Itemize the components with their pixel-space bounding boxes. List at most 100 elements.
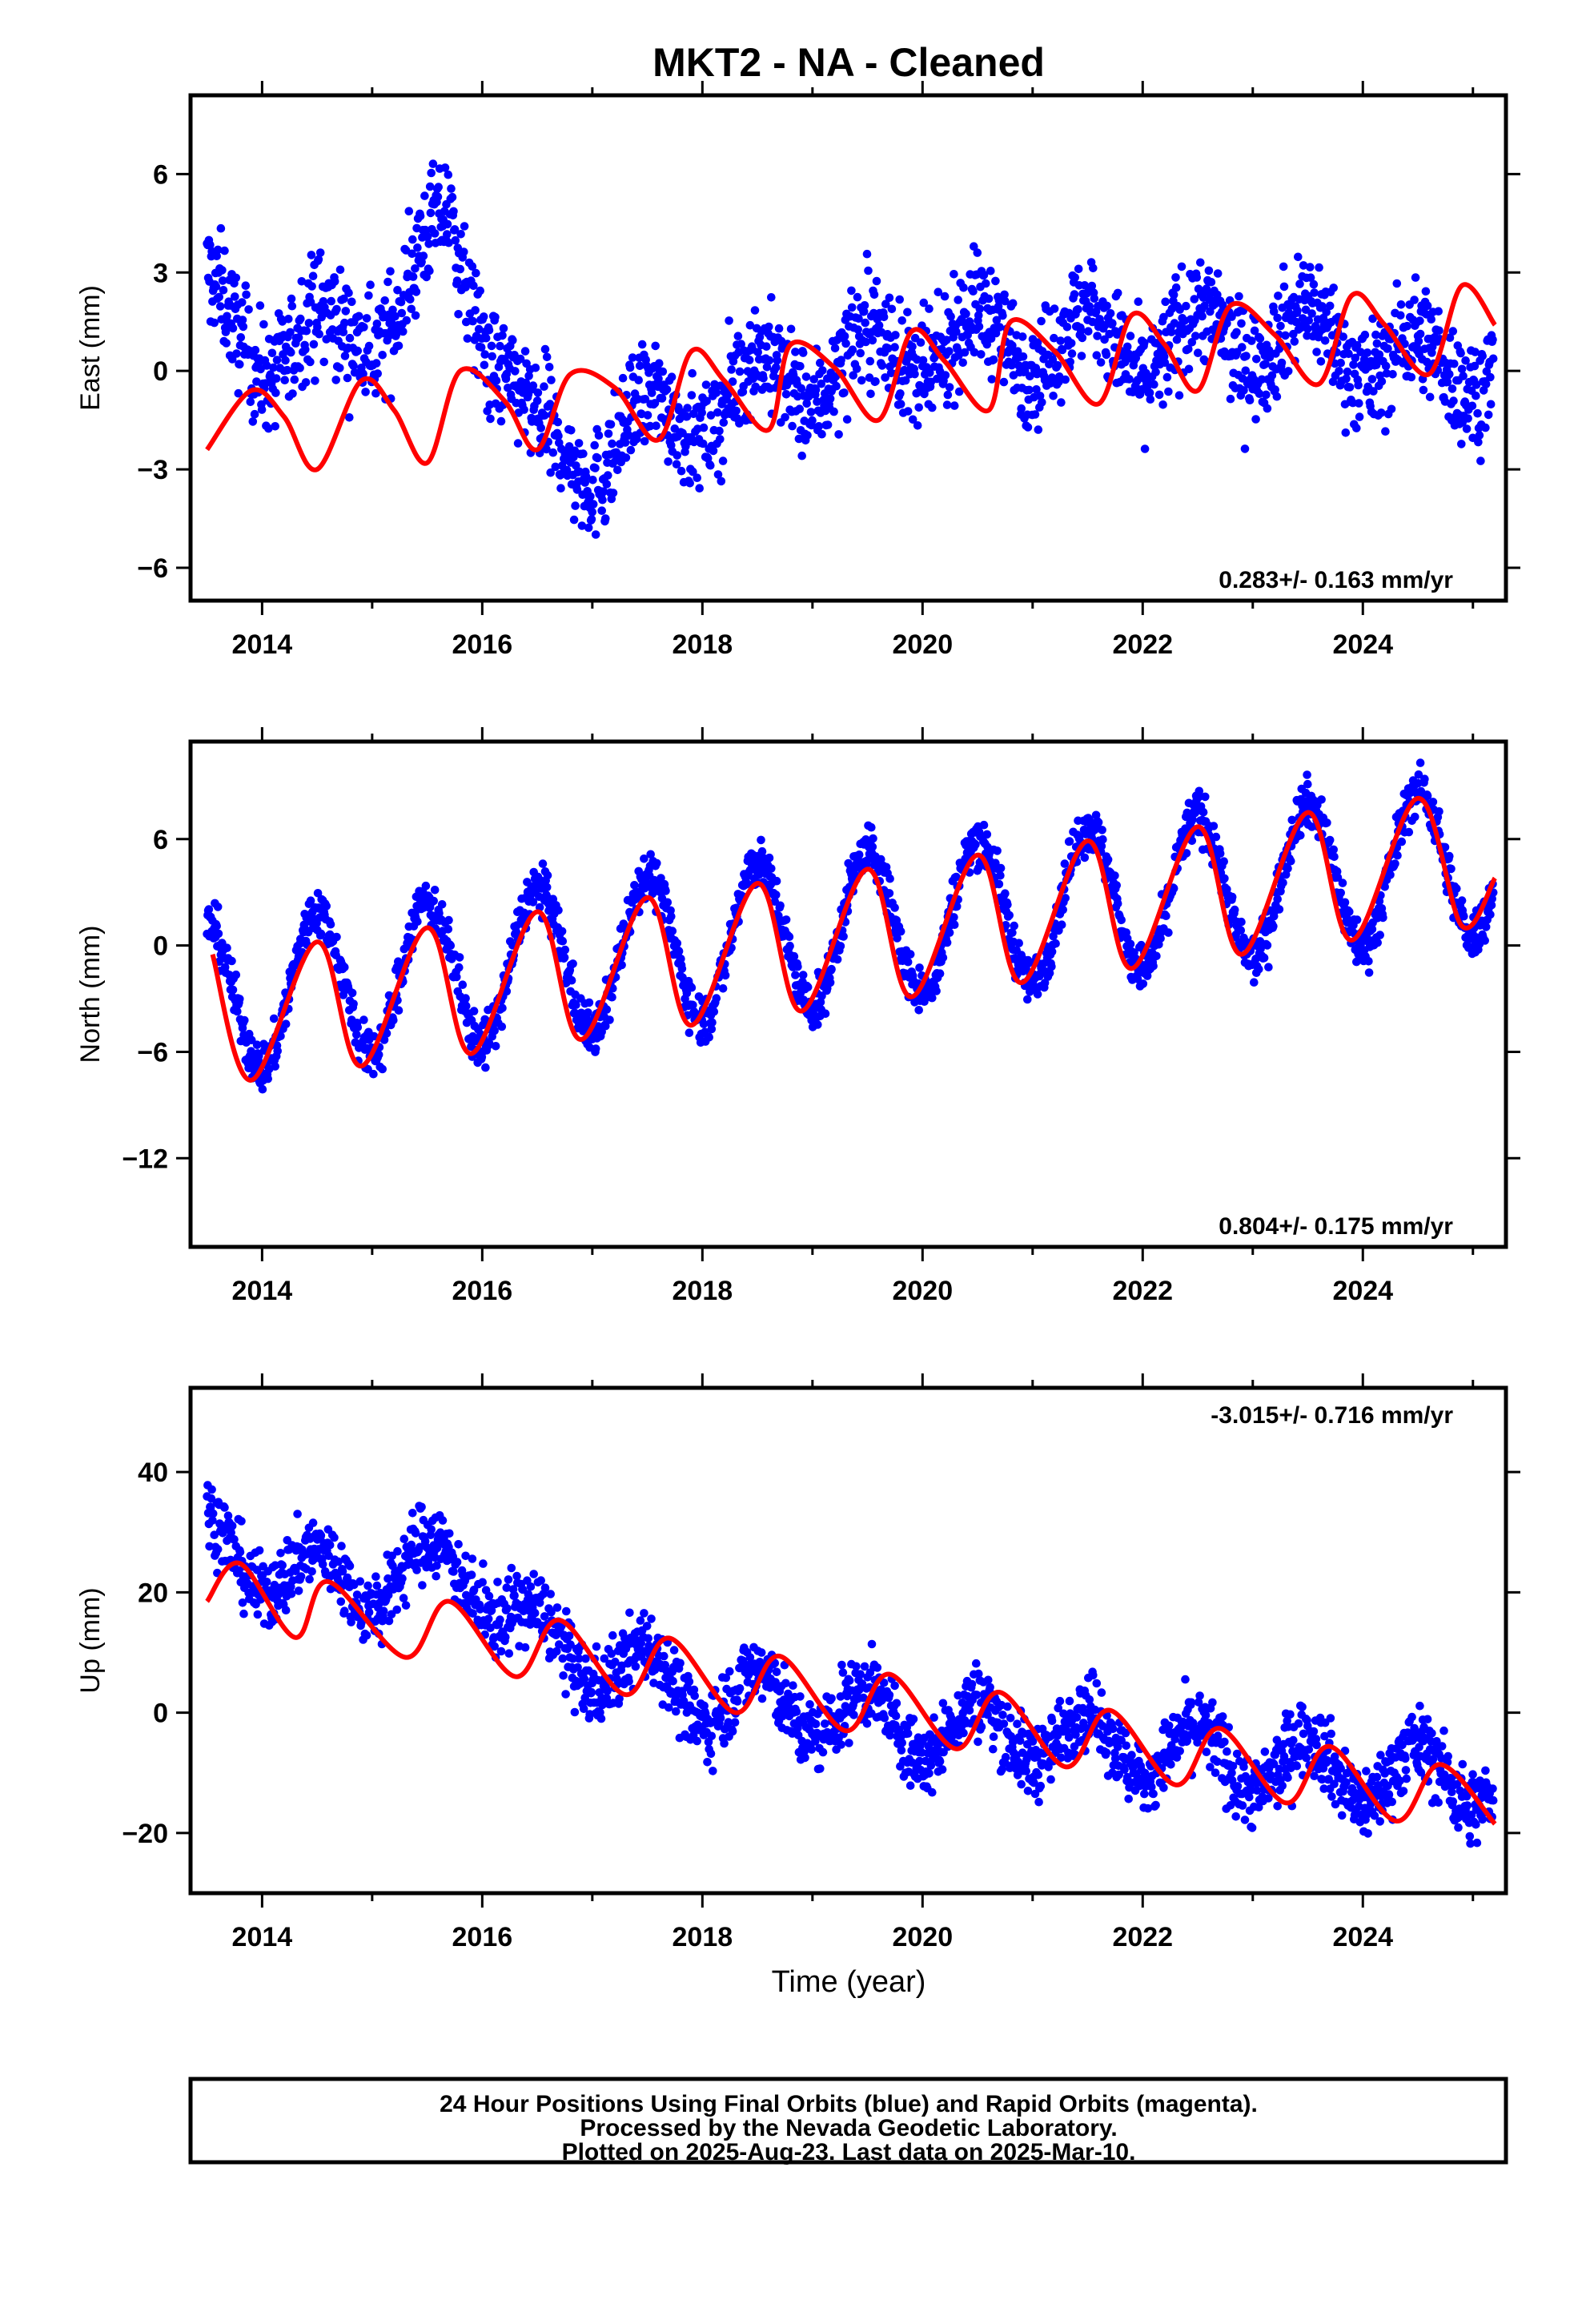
- east-point-1220: [973, 248, 982, 257]
- east-point-52: [234, 388, 243, 398]
- north-point-1179: [950, 920, 959, 929]
- north-point-1690: [1275, 905, 1284, 914]
- north-point-1573: [1201, 792, 1210, 802]
- east-point-626: [598, 495, 607, 505]
- east-point-1099: [897, 316, 906, 325]
- up-point-310: [399, 1594, 408, 1602]
- east-point-1534: [1172, 335, 1182, 344]
- east-point-1096: [896, 389, 905, 398]
- east-point-1877: [1388, 370, 1397, 379]
- east-point-1756: [1312, 348, 1321, 356]
- north-point-1411: [1097, 842, 1106, 850]
- up-point-196: [324, 1551, 334, 1560]
- north-point-18: [214, 929, 223, 939]
- east-point-1512: [1159, 312, 1168, 322]
- up-point-699: [647, 1614, 656, 1623]
- east-point-1701: [1277, 358, 1287, 368]
- east-point-308: [396, 297, 406, 307]
- east-point-967: [813, 397, 821, 406]
- east-point-1847: [1369, 387, 1378, 396]
- east-point-304: [394, 341, 404, 351]
- north-point-237: [352, 1030, 361, 1039]
- east-point-368: [434, 183, 443, 191]
- east-point-818: [719, 418, 729, 427]
- east-point-1108: [903, 407, 913, 416]
- east-point-976: [818, 366, 827, 375]
- north-point-464: [498, 1003, 507, 1013]
- east-point-1804: [1342, 374, 1351, 384]
- up-point-113: [274, 1590, 283, 1599]
- east-point-1170: [942, 336, 951, 344]
- east-point-1891: [1396, 300, 1406, 309]
- up-point-514: [529, 1570, 538, 1578]
- east-point-1385: [1077, 326, 1086, 336]
- east-point-1226: [977, 350, 986, 359]
- east-point-1745: [1306, 263, 1315, 271]
- east-point-1901: [1403, 321, 1411, 331]
- east-point-1040: [860, 301, 869, 310]
- east-point-1837: [1363, 348, 1372, 357]
- up-point-183: [316, 1530, 326, 1540]
- east-point-1583: [1204, 266, 1214, 275]
- east-point-685: [635, 361, 644, 371]
- east-point-29: [220, 246, 229, 255]
- north-point-1160: [938, 953, 948, 963]
- north-point-1182: [952, 872, 961, 882]
- east-point-1278: [1008, 299, 1018, 308]
- east-point-1928: [1419, 385, 1428, 395]
- east-point-544: [546, 468, 555, 477]
- east-point-329: [411, 264, 420, 273]
- east-point-1799: [1339, 332, 1347, 341]
- north-point-738: [673, 939, 682, 948]
- east-point-1587: [1207, 278, 1216, 287]
- east-point-1234: [982, 279, 990, 288]
- east-point-345: [420, 191, 429, 200]
- east-point-352: [424, 239, 433, 248]
- up-point-642: [611, 1657, 620, 1667]
- east-point-367: [433, 192, 443, 202]
- east-point-93: [259, 320, 268, 329]
- east-point-1197: [959, 283, 968, 292]
- east-point-1538: [1174, 391, 1184, 400]
- east-point-1660: [1252, 355, 1261, 364]
- east-point-927: [788, 421, 797, 431]
- east-point-615: [591, 530, 600, 539]
- east-point-2036: [1486, 372, 1495, 382]
- east-point-1553: [1184, 364, 1194, 374]
- east-point-46: [231, 292, 239, 301]
- east-point-420: [468, 316, 477, 326]
- up-point-170: [308, 1518, 318, 1527]
- east-point-1005: [837, 356, 845, 364]
- east-point-1652: [1247, 336, 1256, 345]
- north-point-1338: [1051, 939, 1060, 948]
- east-point-1620: [1227, 312, 1236, 321]
- east-point-932: [791, 348, 800, 356]
- up-point-525: [536, 1576, 545, 1585]
- up-point-539: [546, 1590, 555, 1598]
- east-point-843: [735, 419, 744, 428]
- east-point-1010: [840, 388, 849, 397]
- east-point-1222: [974, 311, 983, 320]
- up-point-558: [558, 1654, 568, 1663]
- north-point-1435: [1113, 899, 1122, 908]
- east-point-952: [803, 431, 812, 440]
- east-point-943: [797, 451, 806, 460]
- east-point-137: [287, 294, 296, 304]
- east-point-1068: [877, 361, 887, 370]
- east-point-620: [594, 431, 604, 440]
- east-point-151: [296, 314, 305, 324]
- east-ytick-label--3: −3: [137, 455, 168, 485]
- east-point-2021: [1476, 456, 1485, 465]
- east-point-503: [520, 405, 528, 414]
- east-point-772: [688, 368, 697, 378]
- east-point-1404: [1090, 294, 1099, 304]
- east-point-1707: [1281, 331, 1290, 340]
- east-point-1680: [1264, 346, 1274, 355]
- north-point-884: [765, 853, 774, 862]
- north-point-1354: [1061, 894, 1070, 903]
- east-ytick-label--6: −6: [137, 553, 168, 584]
- up-point-807: [716, 1714, 725, 1723]
- north-point-849: [742, 879, 751, 889]
- east-point-207: [332, 304, 341, 314]
- east-point-164: [304, 319, 314, 328]
